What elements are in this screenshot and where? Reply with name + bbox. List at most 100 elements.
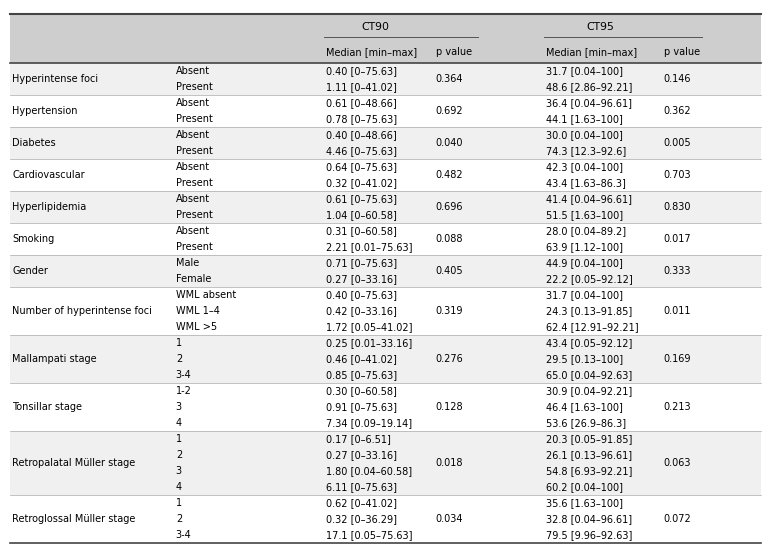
Bar — [10, 95, 761, 127]
Text: 31.7 [0.04–100]: 31.7 [0.04–100] — [546, 290, 623, 300]
Text: 0.40 [0–48.66]: 0.40 [0–48.66] — [326, 130, 397, 141]
Bar — [10, 495, 761, 543]
Text: 0.169: 0.169 — [664, 354, 692, 364]
Text: 3-4: 3-4 — [176, 370, 191, 380]
Text: Absent: Absent — [176, 66, 210, 77]
Text: 62.4 [12.91–92.21]: 62.4 [12.91–92.21] — [546, 322, 638, 332]
Text: 4.46 [0–75.63]: 4.46 [0–75.63] — [326, 146, 397, 156]
Text: 74.3 [12.3–92.6]: 74.3 [12.3–92.6] — [546, 146, 626, 156]
Text: 0.46 [0–41.02]: 0.46 [0–41.02] — [326, 354, 397, 364]
Text: 1: 1 — [176, 498, 182, 508]
Text: Male: Male — [176, 258, 199, 268]
Text: 0.018: 0.018 — [436, 458, 463, 468]
Text: Female: Female — [176, 274, 211, 284]
Text: 46.4 [1.63–100]: 46.4 [1.63–100] — [546, 402, 623, 412]
Text: 2.21 [0.01–75.63]: 2.21 [0.01–75.63] — [326, 242, 412, 252]
Text: Gender: Gender — [12, 266, 49, 276]
Text: 0.91 [0–75.63]: 0.91 [0–75.63] — [326, 402, 397, 412]
Text: 0.71 [0–75.63]: 0.71 [0–75.63] — [326, 258, 397, 268]
Text: 0.034: 0.034 — [436, 514, 463, 524]
Text: 44.9 [0.04–100]: 44.9 [0.04–100] — [546, 258, 623, 268]
Text: 0.25 [0.01–33.16]: 0.25 [0.01–33.16] — [326, 338, 412, 348]
Text: 0.27 [0–33.16]: 0.27 [0–33.16] — [326, 450, 397, 460]
Text: 0.213: 0.213 — [664, 402, 692, 412]
Text: 43.4 [1.63–86.3]: 43.4 [1.63–86.3] — [546, 178, 626, 188]
Text: 0.830: 0.830 — [664, 202, 692, 212]
Text: 53.6 [26.9–86.3]: 53.6 [26.9–86.3] — [546, 418, 626, 428]
Text: Smoking: Smoking — [12, 234, 55, 244]
Text: 51.5 [1.63–100]: 51.5 [1.63–100] — [546, 210, 623, 220]
Bar — [10, 63, 761, 95]
Text: 0.482: 0.482 — [436, 170, 463, 180]
Text: 3: 3 — [176, 466, 182, 476]
Text: Absent: Absent — [176, 98, 210, 109]
Text: 54.8 [6.93–92.21]: 54.8 [6.93–92.21] — [546, 466, 632, 476]
Text: Present: Present — [176, 178, 213, 188]
Text: 30.0 [0.04–100]: 30.0 [0.04–100] — [546, 130, 623, 141]
Text: 0.64 [0–75.63]: 0.64 [0–75.63] — [326, 162, 397, 172]
Text: WML absent: WML absent — [176, 290, 236, 300]
Text: 0.319: 0.319 — [436, 306, 463, 316]
Text: 24.3 [0.13–91.85]: 24.3 [0.13–91.85] — [546, 306, 632, 316]
Text: 41.4 [0.04–96.61]: 41.4 [0.04–96.61] — [546, 194, 632, 204]
Text: 42.3 [0.04–100]: 42.3 [0.04–100] — [546, 162, 623, 172]
Text: 48.6 [2.86–92.21]: 48.6 [2.86–92.21] — [546, 82, 632, 93]
Text: Retropalatal Müller stage: Retropalatal Müller stage — [12, 458, 136, 468]
Text: Absent: Absent — [176, 194, 210, 204]
Bar — [10, 223, 761, 255]
Text: 1: 1 — [176, 434, 182, 444]
Text: Hyperintense foci: Hyperintense foci — [12, 74, 99, 84]
Text: Present: Present — [176, 242, 213, 252]
Text: 0.42 [0–33.16]: 0.42 [0–33.16] — [326, 306, 397, 316]
Text: 44.1 [1.63–100]: 44.1 [1.63–100] — [546, 114, 623, 125]
Text: 0.088: 0.088 — [436, 234, 463, 244]
Text: 0.072: 0.072 — [664, 514, 692, 524]
Text: 0.32 [0–41.02]: 0.32 [0–41.02] — [326, 178, 397, 188]
Text: 0.040: 0.040 — [436, 138, 463, 148]
Text: 60.2 [0.04–100]: 60.2 [0.04–100] — [546, 482, 623, 492]
Text: 4: 4 — [176, 482, 182, 492]
Bar — [10, 14, 761, 63]
Text: 0.128: 0.128 — [436, 402, 463, 412]
Text: 0.30 [0–60.58]: 0.30 [0–60.58] — [326, 386, 397, 396]
Text: 79.5 [9.96–92.63]: 79.5 [9.96–92.63] — [546, 530, 632, 540]
Text: 26.1 [0.13–96.61]: 26.1 [0.13–96.61] — [546, 450, 632, 460]
Text: WML >5: WML >5 — [176, 322, 217, 332]
Text: 30.9 [0.04–92.21]: 30.9 [0.04–92.21] — [546, 386, 632, 396]
Text: Tonsillar stage: Tonsillar stage — [12, 402, 82, 412]
Text: Hypertension: Hypertension — [12, 106, 78, 116]
Text: Present: Present — [176, 146, 213, 156]
Text: Present: Present — [176, 82, 213, 93]
Text: 0.32 [0–36.29]: 0.32 [0–36.29] — [326, 514, 397, 524]
Text: 0.31 [0–60.58]: 0.31 [0–60.58] — [326, 226, 397, 236]
Text: 0.61 [0–48.66]: 0.61 [0–48.66] — [326, 98, 397, 109]
Text: Absent: Absent — [176, 226, 210, 236]
Text: 63.9 [1.12–100]: 63.9 [1.12–100] — [546, 242, 623, 252]
Text: 31.7 [0.04–100]: 31.7 [0.04–100] — [546, 66, 623, 77]
Text: 1.72 [0.05–41.02]: 1.72 [0.05–41.02] — [326, 322, 412, 332]
Text: 0.405: 0.405 — [436, 266, 463, 276]
Text: 0.276: 0.276 — [436, 354, 463, 364]
Text: 0.692: 0.692 — [436, 106, 463, 116]
Text: 36.4 [0.04–96.61]: 36.4 [0.04–96.61] — [546, 98, 632, 109]
Text: 65.0 [0.04–92.63]: 65.0 [0.04–92.63] — [546, 370, 632, 380]
Text: 3: 3 — [176, 402, 182, 412]
Text: Median [min–max]: Median [min–max] — [326, 47, 417, 57]
Bar — [10, 159, 761, 191]
Text: Retroglossal Müller stage: Retroglossal Müller stage — [12, 514, 136, 524]
Text: 17.1 [0.05–75.63]: 17.1 [0.05–75.63] — [326, 530, 412, 540]
Text: 6.11 [0–75.63]: 6.11 [0–75.63] — [326, 482, 397, 492]
Text: 7.34 [0.09–19.14]: 7.34 [0.09–19.14] — [326, 418, 412, 428]
Text: Absent: Absent — [176, 162, 210, 172]
Bar — [10, 335, 761, 383]
Text: 0.62 [0–41.02]: 0.62 [0–41.02] — [326, 498, 397, 508]
Bar — [10, 287, 761, 335]
Text: 1: 1 — [176, 338, 182, 348]
Text: 0.362: 0.362 — [664, 106, 692, 116]
Text: 2: 2 — [176, 354, 182, 364]
Text: 1.80 [0.04–60.58]: 1.80 [0.04–60.58] — [326, 466, 412, 476]
Text: 0.40 [0–75.63]: 0.40 [0–75.63] — [326, 66, 397, 77]
Text: 0.17 [0–6.51]: 0.17 [0–6.51] — [326, 434, 391, 444]
Text: 1.04 [0–60.58]: 1.04 [0–60.58] — [326, 210, 397, 220]
Bar — [10, 431, 761, 495]
